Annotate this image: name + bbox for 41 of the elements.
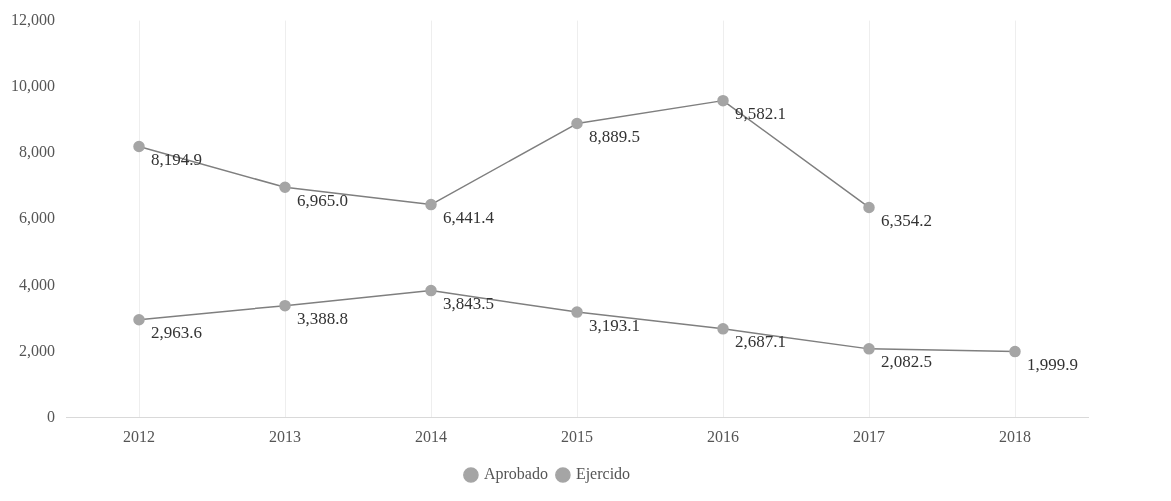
y-tick-label: 12,000 (11, 10, 55, 28)
x-tick-label: 2014 (415, 427, 447, 445)
y-tick-label: 6,000 (19, 209, 55, 227)
point (863, 201, 875, 214)
data-label: 6,441.4 (443, 208, 495, 228)
data-label: 3,843.5 (443, 294, 494, 314)
data-label: 8,194.9 (151, 150, 202, 170)
point (279, 181, 291, 194)
data-label: 2,687.1 (735, 332, 786, 352)
y-tick-label: 8,000 (19, 143, 55, 161)
point (425, 284, 437, 297)
point (133, 140, 145, 153)
y-tick-label: 4,000 (19, 275, 55, 293)
point (571, 306, 583, 318)
point (425, 198, 437, 211)
point (133, 313, 145, 326)
legend-label: Ejercido (575, 465, 631, 484)
data-label: 3,388.8 (297, 309, 348, 329)
point (571, 117, 583, 130)
point (1009, 345, 1021, 358)
x-tick-label: 2013 (269, 427, 301, 445)
data-label: 2,963.6 (151, 323, 202, 343)
x-tick-label: 2016 (707, 427, 739, 445)
point (717, 94, 729, 107)
data-label: 2,082.5 (881, 352, 932, 372)
data-label: 3,193.1 (589, 315, 640, 335)
data-label: 6,965.0 (297, 190, 348, 210)
data-label: 8,889.5 (589, 127, 640, 147)
y-tick-label: 2,000 (19, 341, 55, 359)
legend-label: Aprobado (483, 465, 548, 484)
point (863, 343, 875, 355)
data-label: 1,999.9 (1027, 355, 1078, 375)
point (717, 323, 729, 335)
x-tick-label: 2017 (853, 427, 885, 445)
x-tick-label: 2015 (561, 427, 593, 445)
y-tick-label: 0 (47, 408, 55, 425)
x-tick-label: 2018 (999, 427, 1031, 445)
point (279, 299, 291, 312)
data-label: 6,354.2 (881, 210, 932, 230)
x-tick-label: 2012 (123, 427, 155, 445)
y-tick-label: 10,000 (11, 77, 55, 94)
